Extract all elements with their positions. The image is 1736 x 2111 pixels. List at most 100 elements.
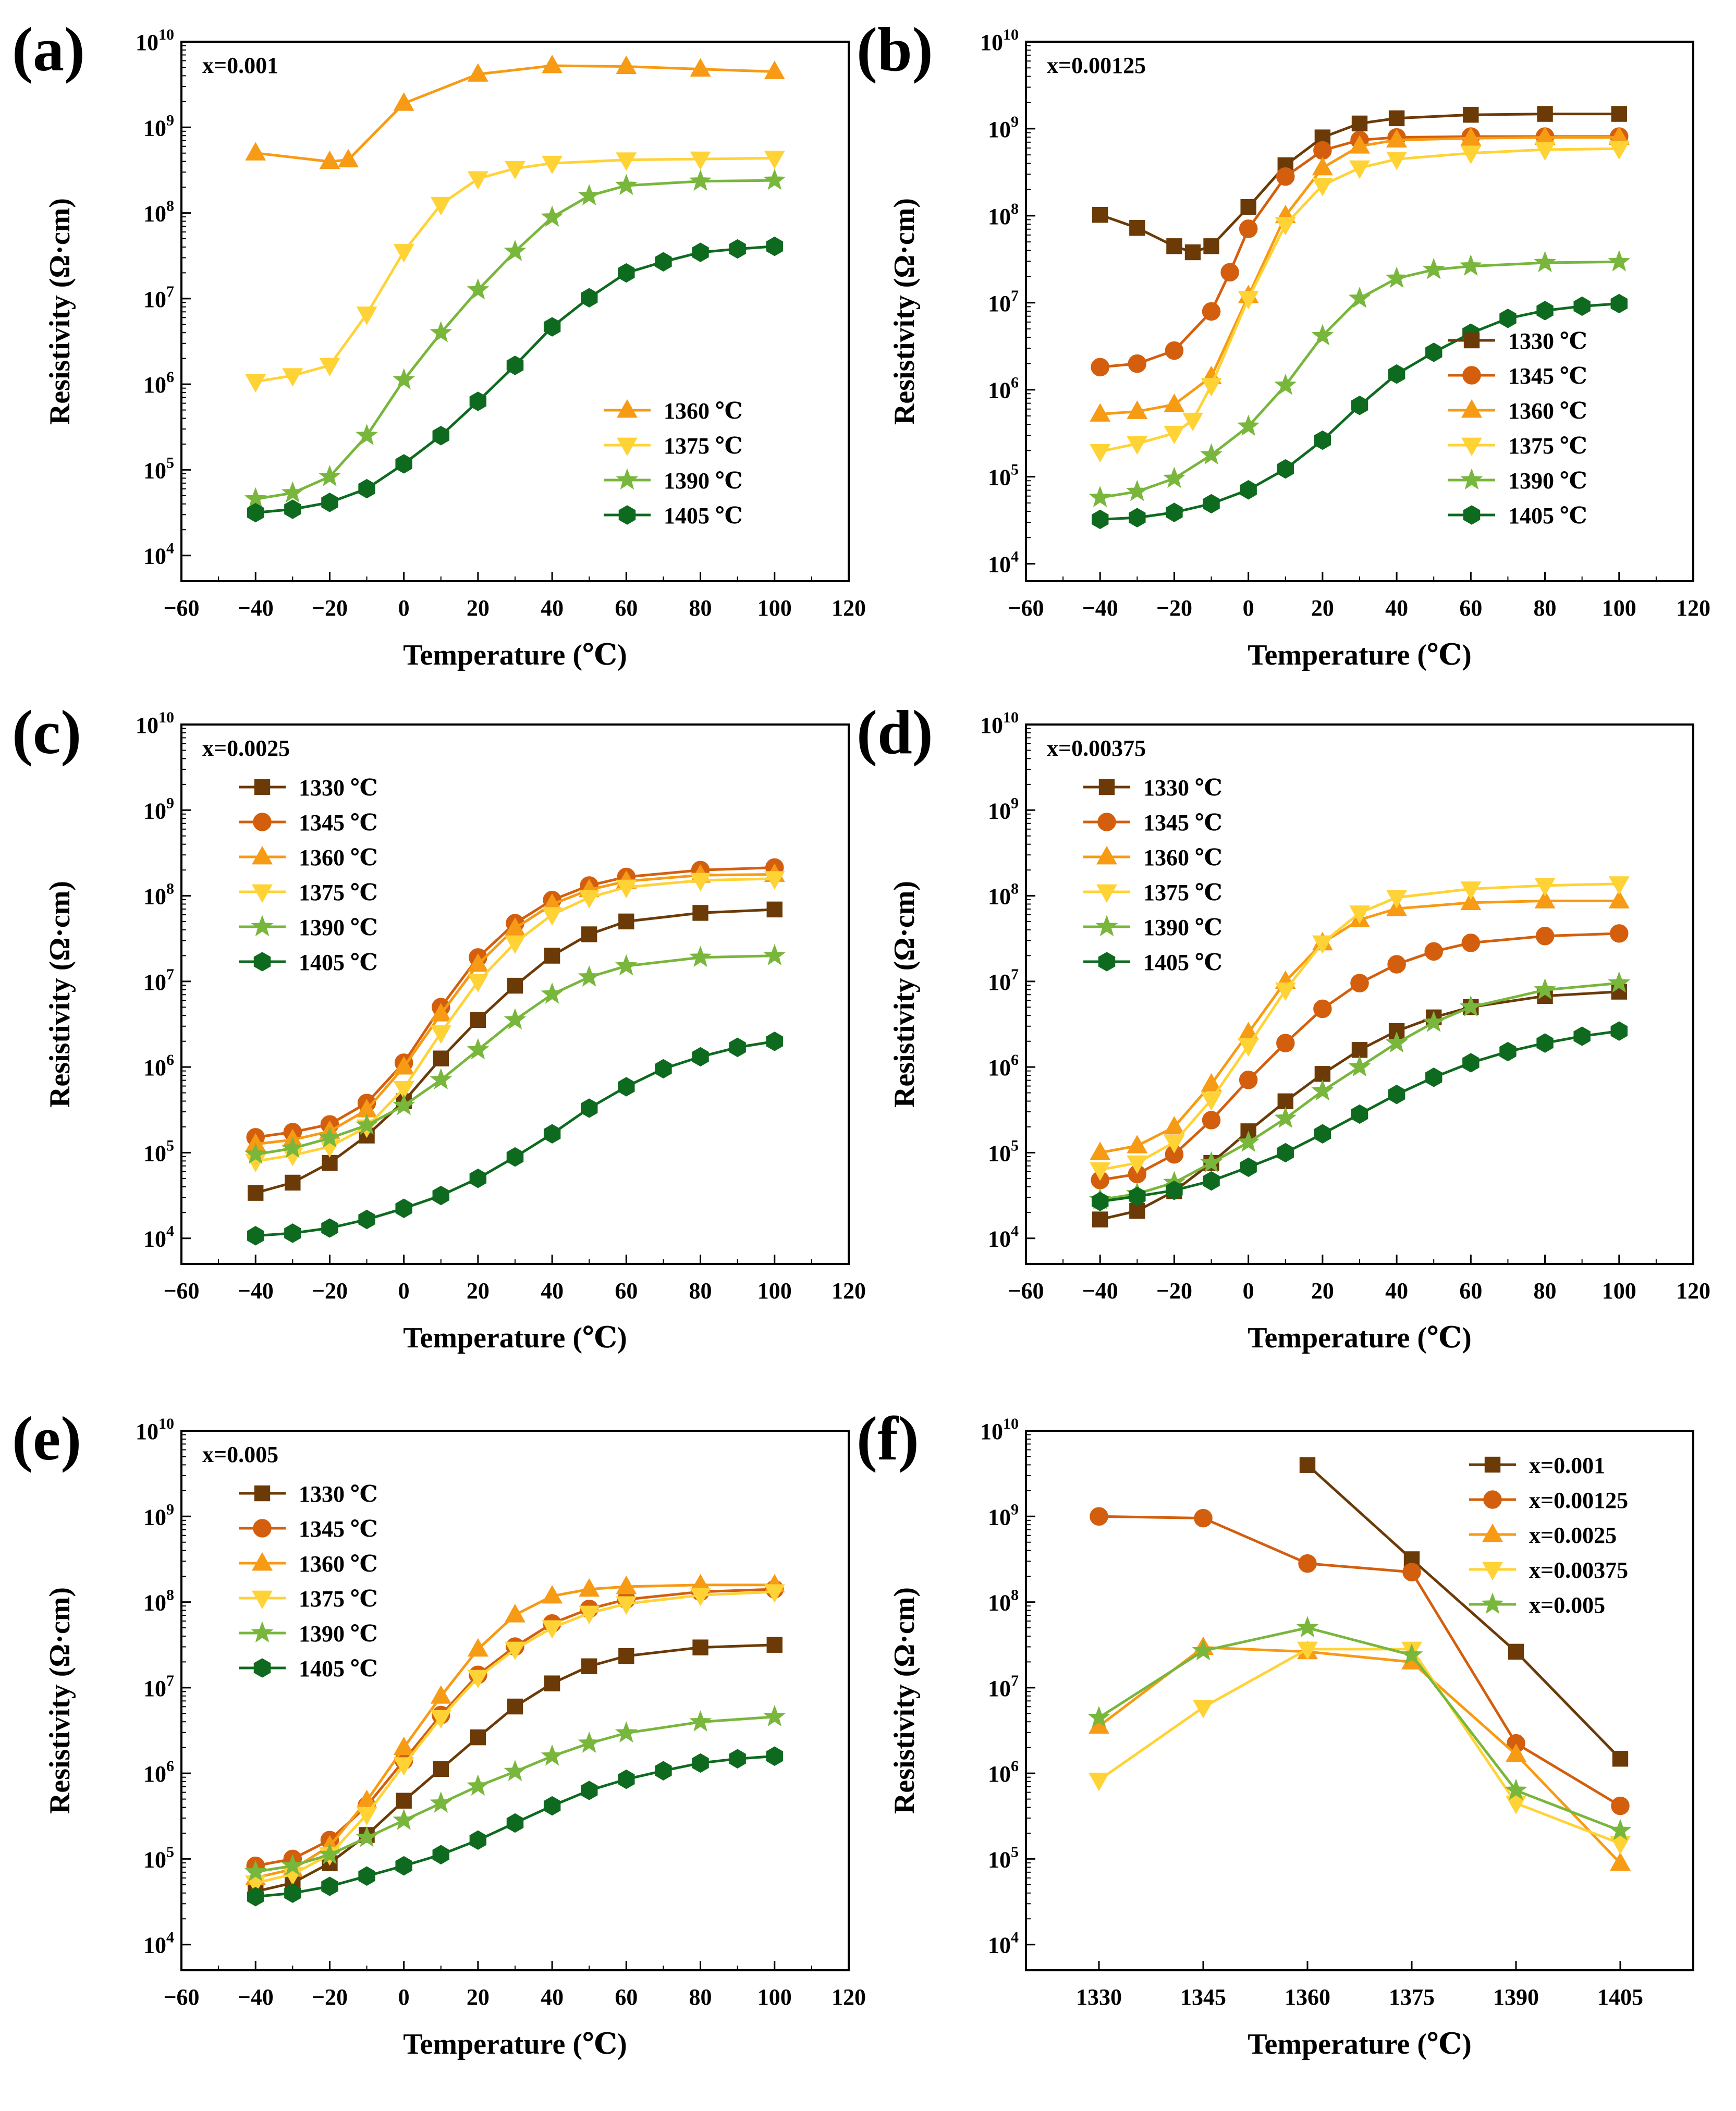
x-tick-label: 80 — [1534, 595, 1557, 621]
data-point — [430, 321, 453, 342]
data-point — [1348, 1055, 1371, 1077]
data-point — [1275, 217, 1296, 236]
data-point — [1460, 127, 1482, 146]
data-point — [1460, 891, 1482, 911]
x-tick-label: 20 — [1311, 1278, 1334, 1304]
data-point — [1506, 1743, 1526, 1762]
data-point — [467, 1638, 488, 1657]
data-point — [356, 1825, 378, 1847]
data-point — [432, 426, 449, 446]
data-point — [1297, 1641, 1318, 1661]
data-point — [1237, 1131, 1260, 1152]
data-point — [544, 948, 560, 964]
legend-label: 1375 ℃ — [299, 1586, 378, 1612]
legend-label: 1330 ℃ — [299, 775, 378, 801]
y-tick-label: 106 — [143, 1758, 174, 1787]
data-point — [1296, 1616, 1319, 1638]
legend-label: 1390 ℃ — [1143, 915, 1222, 940]
data-point — [1610, 1836, 1631, 1855]
data-point — [281, 1854, 304, 1875]
y-tick-label: 108 — [988, 1587, 1019, 1616]
data-point — [615, 1721, 638, 1743]
data-point — [692, 905, 708, 921]
data-point — [1129, 1186, 1146, 1206]
series-line — [1098, 1626, 1621, 1832]
data-point — [470, 1012, 486, 1028]
y-tick-label: 1010 — [136, 709, 174, 738]
legend-label: 1405 ℃ — [1143, 950, 1222, 975]
legend-marker — [1460, 468, 1483, 490]
data-point — [1311, 1079, 1334, 1101]
x-tick-label: 60 — [615, 1984, 638, 2010]
legend-label: 1375 ℃ — [1508, 433, 1587, 459]
data-point — [1276, 1034, 1295, 1052]
series-1405 — [247, 1032, 783, 1246]
data-point — [1193, 1700, 1214, 1719]
data-point — [432, 1185, 449, 1206]
data-point — [358, 1866, 375, 1886]
data-point — [615, 174, 638, 195]
x-tick-label: −20 — [312, 1984, 348, 2010]
data-point — [467, 974, 488, 992]
data-point — [1192, 1639, 1215, 1661]
legend-marker — [252, 884, 273, 903]
data-point — [1610, 293, 1628, 314]
data-point — [616, 55, 637, 74]
data-point — [504, 1760, 527, 1782]
data-point — [692, 242, 709, 262]
y-tick-label: 109 — [988, 113, 1019, 142]
x-tick-label: 1375 — [1389, 1984, 1435, 2010]
data-point — [396, 1793, 412, 1809]
data-point — [1090, 444, 1111, 463]
data-point — [1240, 199, 1256, 215]
data-point — [506, 355, 524, 375]
data-point — [1126, 480, 1148, 501]
data-point — [506, 1147, 524, 1167]
data-point — [469, 1169, 487, 1188]
legend-marker — [1096, 884, 1117, 903]
data-point — [1386, 129, 1408, 148]
y-tick-label: 108 — [143, 1587, 174, 1616]
data-point — [467, 1038, 490, 1060]
data-point — [245, 374, 266, 393]
data-point — [1182, 412, 1203, 432]
data-point — [504, 239, 527, 261]
data-point — [395, 454, 412, 474]
data-point — [1127, 1155, 1148, 1174]
data-point — [356, 1113, 378, 1135]
legend-marker — [254, 779, 271, 795]
data-point — [395, 1198, 412, 1218]
x-tick-label: 100 — [757, 1984, 792, 2010]
data-point — [1460, 881, 1482, 900]
data-point — [1237, 414, 1260, 436]
data-point — [1385, 1031, 1408, 1053]
data-point — [393, 1808, 415, 1830]
data-point — [245, 142, 266, 161]
series-line — [1098, 1648, 1621, 1845]
x-tick-label: 80 — [1534, 1278, 1557, 1304]
x-tick-label: 100 — [1602, 595, 1636, 621]
y-tick-label: 106 — [143, 1051, 174, 1081]
data-point — [1350, 974, 1369, 992]
y-axis-label: Resistivity (Ω·cm) — [44, 881, 76, 1108]
data-point — [1400, 1643, 1423, 1665]
data-point — [690, 151, 711, 170]
data-point — [1422, 257, 1445, 279]
x-tick-label: −40 — [1082, 1278, 1118, 1304]
data-point — [1166, 502, 1183, 522]
x-tick-label: 60 — [1459, 1278, 1482, 1304]
legend-label: x=0.001 — [1529, 1453, 1605, 1478]
data-point — [1314, 430, 1331, 450]
data-point — [1239, 219, 1258, 238]
data-point — [543, 317, 561, 337]
data-point — [1202, 302, 1221, 321]
legend-label: 1360 ℃ — [299, 1551, 378, 1577]
x-tick-label: 40 — [541, 595, 564, 621]
data-point — [1535, 927, 1555, 946]
data-point — [1220, 263, 1239, 282]
x-tick-label: −60 — [163, 1278, 199, 1304]
x-tick-label: 80 — [689, 1984, 712, 2010]
data-point — [764, 151, 785, 169]
data-point — [1349, 905, 1370, 924]
data-point — [1463, 107, 1479, 123]
